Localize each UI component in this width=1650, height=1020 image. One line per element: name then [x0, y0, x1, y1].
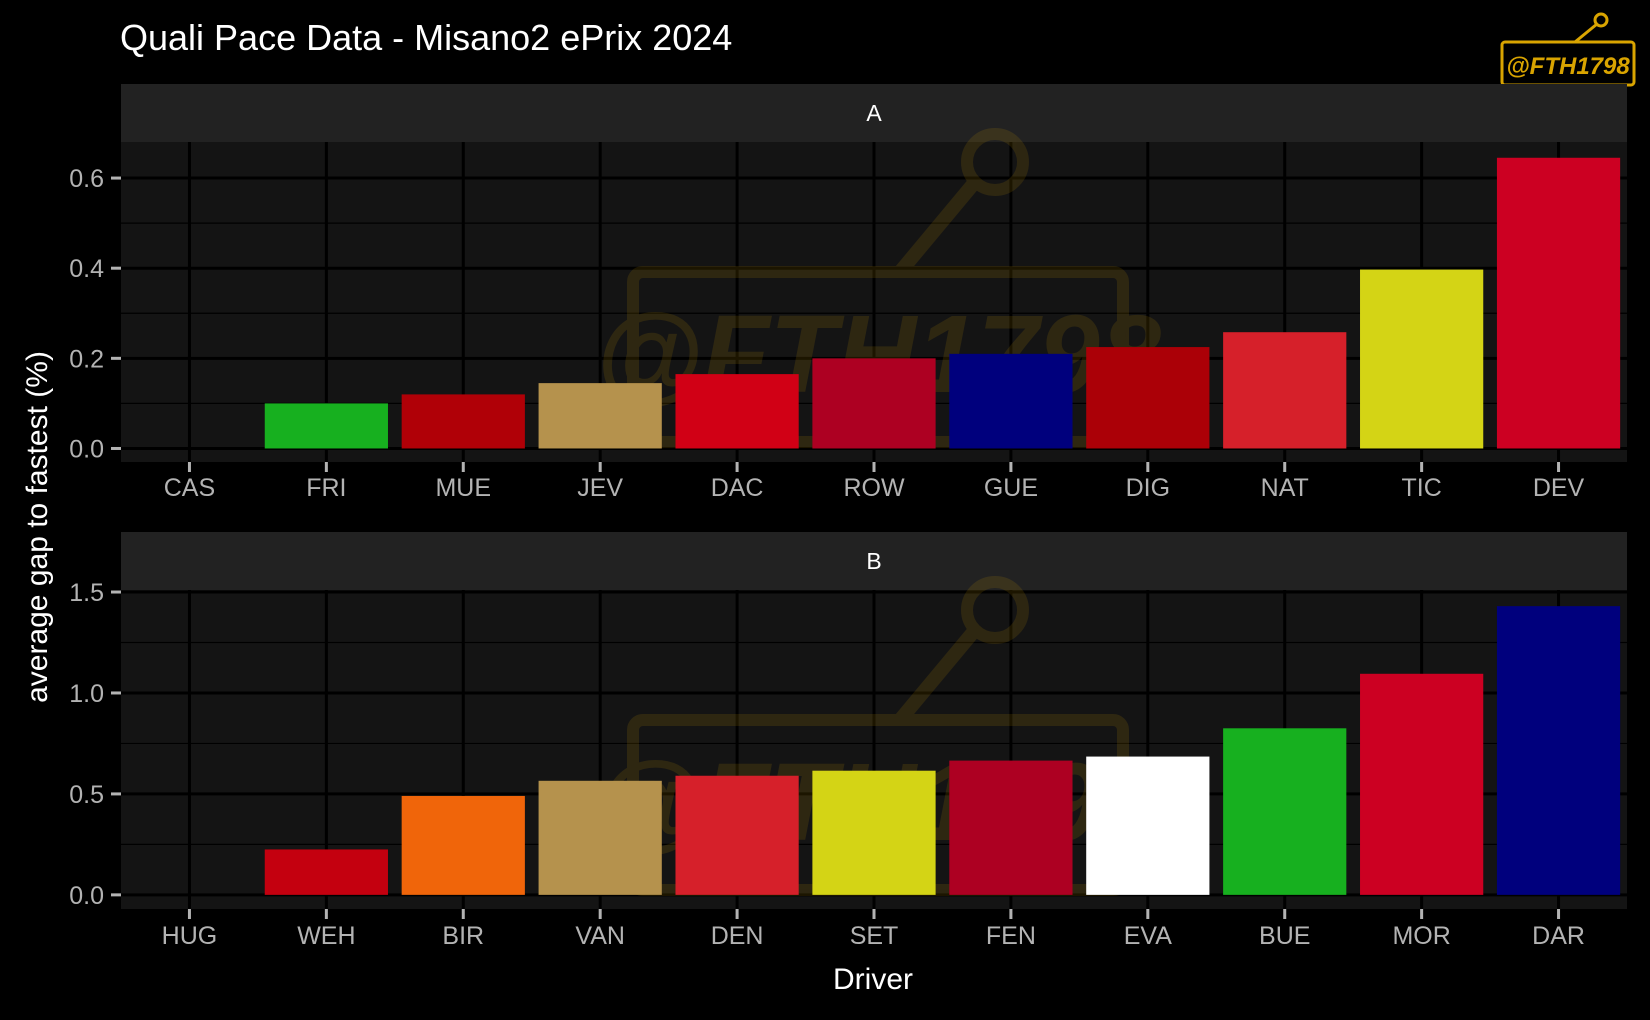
logo-text: @FTH1798 [1506, 53, 1630, 80]
y-tick-label: 1.0 [69, 680, 104, 708]
y-tick-label: 0.5 [69, 781, 104, 809]
bar-nat [1223, 332, 1347, 449]
bar-van [538, 780, 662, 895]
bar-jev [538, 383, 662, 449]
bar-tic [1360, 269, 1484, 449]
x-tick-label: CAS [164, 474, 215, 502]
bar-weh [264, 849, 388, 895]
x-tick-label: NAT [1261, 474, 1309, 502]
bar-mor [1360, 673, 1484, 895]
bar-dev [1496, 157, 1621, 449]
x-tick-label: GUE [984, 474, 1038, 502]
y-tick-label: 1.5 [69, 579, 104, 607]
y-axis-title: average gap to fastest (%) [21, 351, 54, 703]
x-axis-title: Driver [833, 963, 913, 996]
y-tick-label: 0.0 [69, 435, 104, 463]
x-tick-label: HUG [162, 922, 218, 950]
bar-dig [1086, 347, 1210, 449]
bar-set [812, 770, 936, 895]
x-tick-label: ROW [843, 474, 905, 502]
bar-dac [675, 374, 799, 449]
x-tick-label: MUE [435, 474, 491, 502]
y-tick-label: 0.2 [69, 345, 104, 373]
y-tick-label: 0.4 [69, 255, 104, 283]
bar-fen [949, 760, 1073, 895]
x-tick-label: WEH [297, 922, 355, 950]
bar-fri [264, 403, 388, 449]
chart-title: Quali Pace Data - Misano2 ePrix 2024 [120, 17, 732, 58]
bar-dar [1496, 606, 1621, 895]
bar-row [812, 358, 936, 449]
bar-gue [949, 353, 1073, 449]
x-tick-label: TIC [1401, 474, 1441, 502]
bar-bue [1223, 728, 1347, 895]
facet-strip-label: A [866, 100, 882, 126]
y-tick-label: 0.6 [69, 165, 104, 193]
x-tick-label: FRI [306, 474, 346, 502]
x-tick-label: DAC [711, 474, 764, 502]
bar-mue [401, 394, 525, 449]
y-tick-label: 0.0 [69, 882, 104, 910]
x-tick-label: MOR [1392, 922, 1450, 950]
x-tick-label: SET [850, 922, 899, 950]
bar-bir [401, 795, 525, 895]
x-tick-label: EVA [1124, 922, 1172, 950]
x-tick-label: BUE [1259, 922, 1310, 950]
bar-eva [1086, 756, 1210, 895]
facet-panel-b: B0.00.51.01.5@FTH1798HUGWEHBIRVANDENSETF… [69, 532, 1627, 950]
facet-strip-label: B [866, 548, 881, 574]
logo-key-ring [1593, 12, 1609, 28]
bar-den [675, 775, 799, 895]
x-tick-label: VAN [575, 922, 625, 950]
x-tick-label: BIR [442, 922, 484, 950]
facet-strip [121, 532, 1627, 590]
facet-strip [121, 84, 1627, 142]
x-tick-label: DEN [711, 922, 764, 950]
x-tick-label: DAR [1532, 922, 1585, 950]
x-tick-label: JEV [577, 474, 623, 502]
logo-key-shaft [1574, 22, 1598, 44]
x-tick-label: DIG [1126, 474, 1170, 502]
x-tick-label: FEN [986, 922, 1036, 950]
x-tick-label: DEV [1533, 474, 1585, 502]
